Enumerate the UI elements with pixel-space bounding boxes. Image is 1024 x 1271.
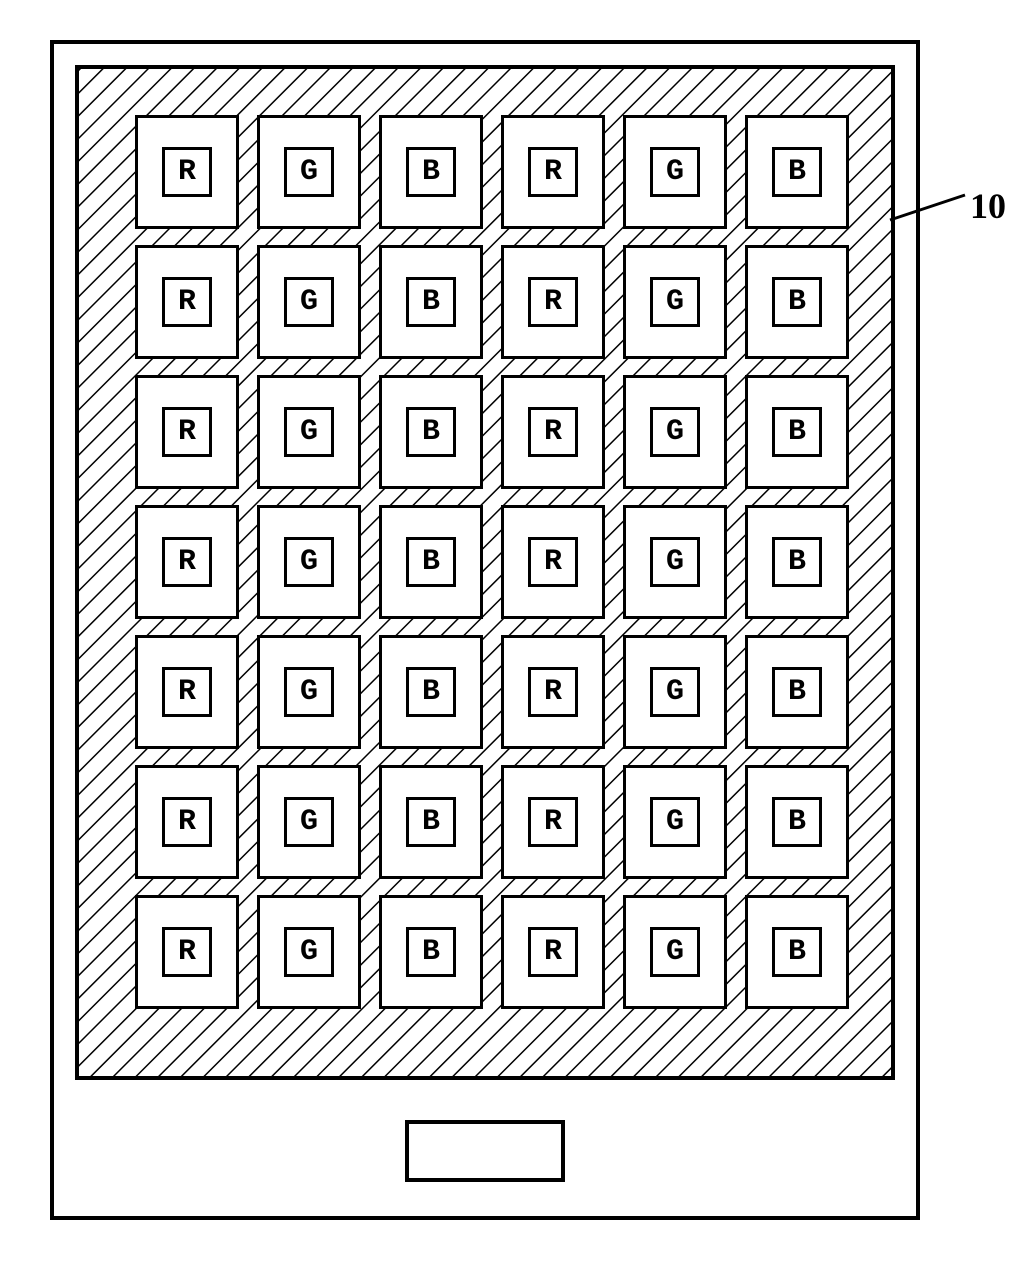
pixel-cell: R [135,765,239,879]
pixel-letter-box: G [284,927,334,977]
pixel-letter-box: B [772,407,822,457]
pixel-letter-box: G [650,147,700,197]
pixel-letter-box: R [528,147,578,197]
pixel-cell: B [745,115,849,229]
pixel-cell: R [501,115,605,229]
pixel-letter-box: B [772,277,822,327]
pixel-letter-box: G [284,797,334,847]
pixel-cell: G [257,505,361,619]
pixel-cell: R [501,895,605,1009]
pixel-cell: G [257,635,361,749]
pixel-cell: R [501,245,605,359]
pixel-letter-box: B [406,147,456,197]
pixel-letter-box: B [406,277,456,327]
pixel-cell: R [135,115,239,229]
pixel-cell: B [379,245,483,359]
pixel-letter-box: B [406,797,456,847]
pixel-cell: B [379,895,483,1009]
pixel-letter-box: G [650,407,700,457]
pixel-cell: B [379,765,483,879]
pixel-letter-box: G [284,277,334,327]
pixel-cell: R [135,895,239,1009]
pixel-letter-box: G [650,797,700,847]
pixel-letter-box: R [528,407,578,457]
pixel-cell: G [623,115,727,229]
pixel-cell: R [135,505,239,619]
pixel-letter-box: B [406,667,456,717]
pixel-letter-box: G [284,407,334,457]
pixel-cell: G [623,895,727,1009]
pixel-letter-box: G [650,277,700,327]
pixel-cell: B [745,635,849,749]
pixel-cell: B [745,765,849,879]
pixel-letter-box: R [528,927,578,977]
pixel-letter-box: B [772,797,822,847]
pixel-letter-box: R [162,277,212,327]
pixel-letter-box: R [162,667,212,717]
pixel-letter-box: B [772,537,822,587]
pixel-cell: G [257,245,361,359]
pixel-letter-box: B [772,667,822,717]
pixel-cell: G [257,115,361,229]
pixel-letter-box: R [162,797,212,847]
pixel-cell: R [135,245,239,359]
pixel-letter-box: B [406,537,456,587]
pixel-cell: R [135,635,239,749]
pixel-cell: B [379,635,483,749]
pixel-letter-box: R [162,147,212,197]
pixel-cell: B [745,895,849,1009]
pixel-cell: R [501,765,605,879]
pixel-letter-box: G [284,667,334,717]
pixel-letter-box: R [162,407,212,457]
pixel-cell: B [379,375,483,489]
pixel-letter-box: B [406,927,456,977]
pixel-cell: G [623,375,727,489]
pixel-cell: R [501,505,605,619]
pixel-letter-box: G [650,667,700,717]
pixel-cell: G [623,505,727,619]
pixel-letter-box: R [162,927,212,977]
pixel-cell: G [623,635,727,749]
pixel-cell: B [745,375,849,489]
pixel-letter-box: R [162,537,212,587]
pixel-cell: R [501,375,605,489]
pixel-letter-box: G [650,927,700,977]
pixel-letter-box: R [528,667,578,717]
pixel-cell: G [623,245,727,359]
pixel-letter-box: R [528,277,578,327]
pixel-letter-box: G [284,147,334,197]
pixel-cell: G [257,895,361,1009]
pixel-letter-box: B [406,407,456,457]
pixel-cell: B [379,115,483,229]
pixel-letter-box: G [650,537,700,587]
pixel-letter-box: R [528,797,578,847]
pixel-letter-box: G [284,537,334,587]
pixel-cell: G [623,765,727,879]
pixel-cell: B [745,505,849,619]
pixel-cell: B [745,245,849,359]
pixel-letter-box: B [772,147,822,197]
pixel-letter-box: B [772,927,822,977]
pixel-cell: R [501,635,605,749]
diagram-canvas: R G B R G B R G B R G B R G B R G B R G B R G B R G B R G B R G B R G B R G B R… [20,20,1024,1251]
pixel-letter-box: R [528,537,578,587]
pixel-cell: G [257,765,361,879]
pixel-cell: G [257,375,361,489]
annotation-label-10: 10 [970,185,1006,227]
pixel-cell: R [135,375,239,489]
pixel-cell: B [379,505,483,619]
home-button [405,1120,565,1182]
